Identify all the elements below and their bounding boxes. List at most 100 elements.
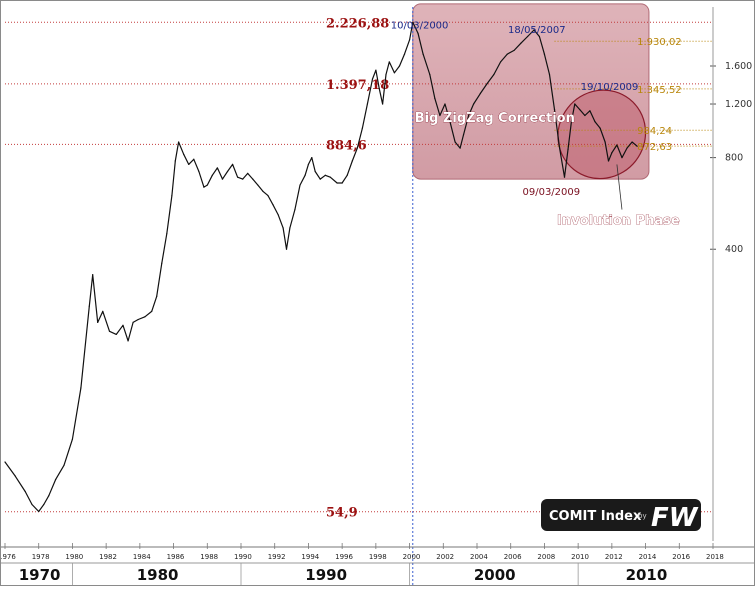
series-point xyxy=(351,160,353,162)
series-point xyxy=(626,147,628,149)
series-point xyxy=(262,190,264,192)
series-point xyxy=(43,503,45,506)
series-point xyxy=(211,174,213,176)
series-point xyxy=(434,98,436,100)
series-point xyxy=(449,121,451,123)
series-point xyxy=(454,141,456,143)
series-point xyxy=(607,160,610,162)
decade-label: 2010 xyxy=(626,566,668,584)
x-tick-label: 2006 xyxy=(504,553,522,561)
series-point xyxy=(553,109,556,111)
series-point xyxy=(599,127,601,129)
series-point xyxy=(198,170,200,173)
series-point xyxy=(429,73,431,76)
series-point xyxy=(417,32,419,34)
series-point xyxy=(299,184,301,186)
series-point xyxy=(378,87,380,90)
series-point xyxy=(336,182,338,184)
series-point xyxy=(403,53,406,55)
series-point xyxy=(88,305,90,307)
series-point xyxy=(486,83,488,85)
series-point xyxy=(216,167,218,169)
series-point xyxy=(92,274,94,276)
x-tick-label: 1984 xyxy=(133,553,151,561)
series-point xyxy=(319,178,321,180)
involution-label: Involution Phase xyxy=(557,214,680,229)
series-point xyxy=(285,248,288,250)
level-label: 884,6 xyxy=(326,138,367,153)
series-point xyxy=(127,340,129,342)
series-point xyxy=(237,176,239,178)
series-point xyxy=(282,227,284,229)
x-tick-label: 2008 xyxy=(537,553,555,561)
series-point xyxy=(579,109,581,111)
series-point xyxy=(567,149,569,151)
decade-label: 2000 xyxy=(474,566,516,584)
series-point xyxy=(398,65,401,67)
logo-mark: FW xyxy=(651,503,699,533)
series-point xyxy=(636,145,638,147)
series-point xyxy=(513,49,515,52)
series-point xyxy=(467,114,470,117)
series-point xyxy=(48,495,50,497)
series-point xyxy=(570,121,573,123)
series-point xyxy=(375,69,377,71)
right-level-label: 984,24 xyxy=(637,126,672,137)
level-label: 2.226,88 xyxy=(326,16,389,31)
right-level-label: 872,63 xyxy=(637,142,672,153)
series-point xyxy=(203,186,205,188)
x-tick-label: 2002 xyxy=(436,553,454,561)
series-point xyxy=(506,53,508,55)
decade-label: 1970 xyxy=(19,566,61,584)
x-tick-label: 2012 xyxy=(605,553,623,561)
series-point xyxy=(500,61,502,63)
series-point xyxy=(493,73,495,76)
series-point xyxy=(329,176,331,178)
x-tick-label: 1980 xyxy=(65,553,83,561)
series-point xyxy=(382,103,384,105)
y-tick-label: 400 xyxy=(725,244,743,255)
date-annotation: 10/03/2000 xyxy=(391,20,449,31)
series-point xyxy=(174,160,176,162)
series-point xyxy=(115,333,117,336)
series-point xyxy=(324,174,326,176)
x-tick-label: 1990 xyxy=(234,553,252,561)
series-point xyxy=(459,147,461,149)
series-point xyxy=(621,157,623,159)
series-point xyxy=(412,21,414,23)
x-tick-label: 1988 xyxy=(200,553,218,561)
series-point xyxy=(171,195,173,197)
series-point xyxy=(277,213,279,216)
decade-label: 1980 xyxy=(137,566,179,584)
x-tick-label: 1982 xyxy=(99,553,117,561)
series-point xyxy=(54,479,57,481)
series-point xyxy=(97,321,99,323)
series-point xyxy=(137,318,139,321)
series-point xyxy=(183,153,185,155)
y-tick-label: 1.600 xyxy=(725,61,752,72)
series-point xyxy=(385,73,387,76)
date-annotation: 09/03/2009 xyxy=(522,187,580,198)
series-point xyxy=(611,152,613,154)
x-tick-label: 1992 xyxy=(268,553,286,561)
series-point xyxy=(563,176,566,178)
series-point xyxy=(156,295,158,297)
series-point xyxy=(108,330,111,332)
x-tick-label: 1994 xyxy=(301,553,319,561)
series-point xyxy=(371,78,374,80)
series-point xyxy=(589,110,591,112)
series-point xyxy=(361,127,363,129)
region-label: Big ZigZag Correction xyxy=(415,111,575,126)
series-point xyxy=(247,172,249,174)
series-point xyxy=(272,204,274,206)
series-point xyxy=(231,163,234,165)
series-point xyxy=(594,121,596,123)
series-point xyxy=(24,490,26,493)
chart-title: COMIT Index xyxy=(549,509,642,524)
series-point xyxy=(616,144,618,146)
series-point xyxy=(311,157,313,159)
series-point xyxy=(132,321,134,323)
level-label: 54,9 xyxy=(326,506,358,521)
series-point xyxy=(631,141,633,143)
